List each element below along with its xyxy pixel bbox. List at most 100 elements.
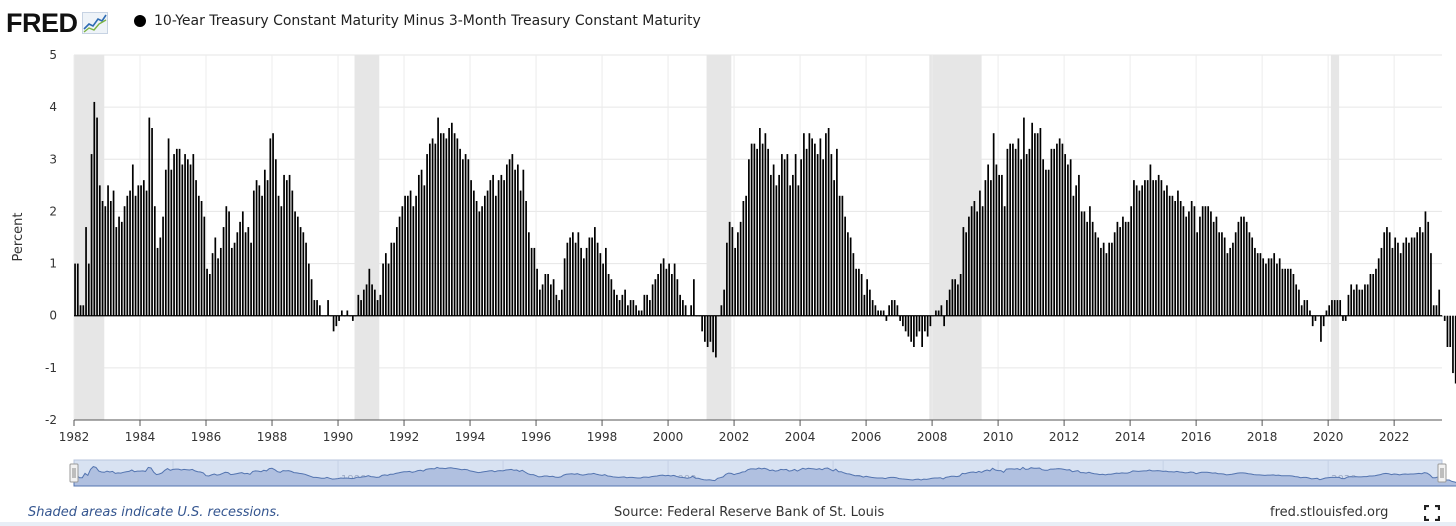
bar [973,201,976,316]
bar [811,138,813,316]
bar [1207,206,1210,316]
bar [291,190,294,316]
bar [415,195,417,316]
bar [783,159,786,316]
bar [968,216,970,316]
bar [340,310,343,316]
bar [137,185,140,316]
bar [1237,221,1240,316]
chart-footer: Shaded areas indicate U.S. recessions. S… [0,500,1456,526]
bar [676,279,679,316]
bar [200,201,203,316]
bar [778,174,780,316]
bar [527,232,530,316]
bar [547,274,549,316]
bar [222,227,225,316]
bar [805,148,808,316]
bar [1259,253,1262,316]
bar [712,315,714,353]
y-tick-label: -1 [45,361,57,375]
bar [1078,174,1080,316]
bar [541,284,544,316]
bar [1083,211,1086,316]
bar [962,227,965,316]
bar [404,195,406,316]
navigator-left-handle[interactable] [69,463,79,483]
bar [951,279,954,316]
chart-area[interactable]: -2 -1 0 1 2 3 4 5 1982 1984 1986 1988 1990 1992 1994 19… [0,40,1456,495]
bar [841,195,844,316]
bar [1322,315,1325,327]
bar [880,310,882,316]
x-tick-label: 2006 [851,430,882,444]
bar [632,300,635,316]
bar [1358,289,1361,316]
fred-logo[interactable]: FRED [6,8,108,38]
bar [992,133,995,316]
bar [616,294,618,316]
site-link[interactable]: fred.stlouisfed.org [1270,505,1389,520]
x-tick-label: 2000 [653,430,684,444]
bar [1391,247,1394,316]
bar [74,263,76,316]
bar [1399,253,1402,316]
bar [288,174,291,316]
bar [335,315,338,327]
bar [313,300,316,316]
x-tick-label: 1994 [455,430,486,444]
bar [398,216,401,316]
y-tick-label: -2 [45,413,57,427]
bar [360,300,362,316]
bar [1248,232,1251,316]
bar [115,227,118,316]
bar [728,221,731,316]
bar [368,268,371,316]
bar [764,133,767,316]
bar [860,274,863,316]
bar [701,315,703,332]
bar [285,180,288,316]
bar [170,169,173,316]
bar [307,263,310,316]
bar [1432,305,1435,316]
bar [585,247,588,316]
bar [203,216,206,316]
bar [1295,284,1298,316]
bar [90,154,93,316]
bar [1036,133,1039,316]
bar-series [74,101,1456,384]
bar [1438,289,1441,316]
bar [167,138,170,316]
range-navigator[interactable]: 19851990199520002005201020152020 [69,459,1456,487]
bar [1089,206,1091,316]
bar [129,190,131,316]
bar [1111,242,1113,316]
bar [351,315,354,321]
bar [904,315,907,332]
bar [467,159,470,316]
bar [544,274,547,316]
bar [1350,284,1353,316]
bar [197,195,200,316]
fullscreen-icon[interactable] [1424,505,1440,521]
bar [731,227,734,316]
bar [426,154,428,316]
navigator-right-handle[interactable] [1437,463,1447,483]
y-tick-label: 4 [49,100,57,114]
bar [594,227,596,316]
bar [847,232,849,316]
bar [1001,174,1003,316]
bar [1435,305,1438,316]
bar [770,174,772,316]
bar [563,258,566,316]
x-tick-label: 2002 [719,430,750,444]
bar [786,154,789,316]
bar [387,263,390,316]
bar [486,190,489,316]
bar [233,242,236,316]
bar [1273,253,1276,316]
bar [748,159,750,316]
y-tick-label: 0 [49,309,57,323]
bar [1377,258,1380,316]
bar [101,201,104,316]
